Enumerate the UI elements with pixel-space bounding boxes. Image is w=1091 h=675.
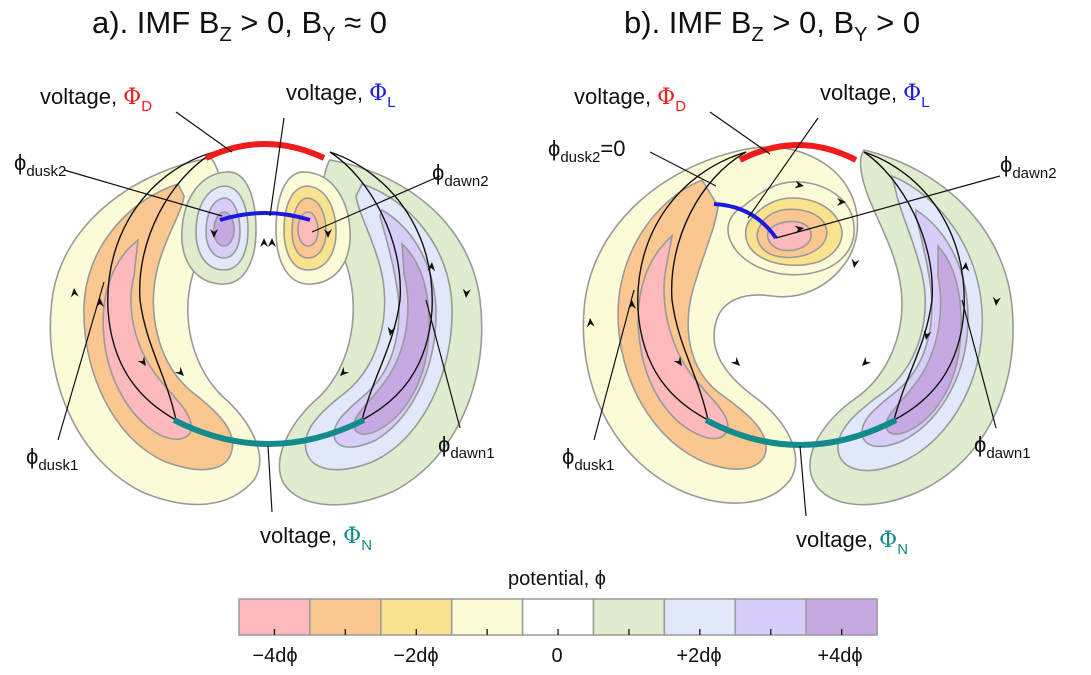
panel-a-phi-dawn2-label: ϕdawn2 (432, 160, 489, 190)
panel-b-voltage-l-label: voltage, ΦL (820, 80, 930, 111)
colorbar-title: potential, ϕ (508, 568, 606, 590)
panel-a-phi-dusk2-label: ϕdusk2 (14, 150, 66, 180)
colorbar-swatches (238, 598, 878, 636)
panel-a-phi-n-arc (172, 417, 366, 447)
colorbar-tick-label: +4dϕ (817, 645, 862, 667)
colorbar-swatch (450, 598, 524, 636)
panel-b-phi-d-arc (738, 142, 858, 163)
panel-b-streamlines (586, 151, 1001, 421)
colorbar-tick-label: 0 (551, 645, 562, 667)
panel-a-phi-l-arc (219, 211, 311, 222)
panel-b-voltage-d-label: voltage, ΦD (574, 84, 686, 115)
panel-b-phi-dawn2-label: ϕdawn2 (1000, 152, 1057, 182)
panel-a: a). IMF BZ > 0, BY ≈ 0 (14, 5, 495, 554)
panel-b-phi-n-arc (704, 417, 898, 448)
panel-a-streamlines (70, 151, 471, 421)
panel-a-dawn-cell (278, 159, 483, 506)
colorbar: potential, ϕ −4dϕ −2dϕ 0 +2dϕ +4dϕ (238, 568, 878, 667)
panel-b-voltage-n-label: voltage, ΦN (796, 527, 908, 558)
colorbar-tick-label: −4dϕ (252, 645, 297, 667)
panel-a-lobe-cells (181, 171, 351, 285)
panel-a-voltage-n-label: voltage, ΦN (260, 523, 372, 554)
panel-b-phi-dusk1-label: ϕdusk1 (562, 444, 614, 474)
colorbar-tick-label: +2dϕ (676, 645, 721, 667)
panel-a-title: a). IMF BZ > 0, BY ≈ 0 (92, 5, 387, 46)
panel-a-phi-d-arc (204, 141, 326, 161)
panel-a-dusk-cell (49, 157, 261, 506)
panel-b-dusk-cell (582, 146, 859, 504)
panel-a-phi-dawn1-label: ϕdawn1 (438, 432, 495, 462)
colorbar-ticks (273, 629, 843, 635)
panel-a-voltage-d-label: voltage, ΦD (40, 84, 152, 115)
panel-b-phi-dusk2-label: ϕdusk2=0 (548, 136, 625, 166)
panel-b: b). IMF BZ > 0, BY > 0 (548, 5, 1057, 558)
panel-b-phi-dawn1-label: ϕdawn1 (974, 432, 1031, 462)
panel-a-phi-dusk1-label: ϕdusk1 (26, 444, 78, 474)
panel-b-title: b). IMF BZ > 0, BY > 0 (624, 5, 920, 46)
panel-a-voltage-l-label: voltage, ΦL (286, 80, 396, 111)
panel-b-phi-l-arc (713, 202, 778, 240)
colorbar-tick-label: −2dϕ (393, 645, 438, 667)
